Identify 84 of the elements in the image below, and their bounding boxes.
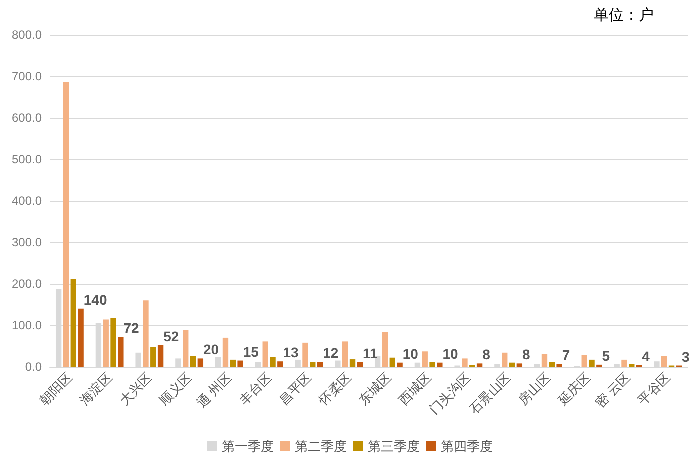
bar [462, 358, 468, 367]
bar [270, 357, 276, 367]
data-label: 72 [124, 320, 140, 336]
y-tick-label: 800.0 [12, 28, 42, 42]
data-label: 52 [164, 328, 180, 344]
y-tick-label: 200.0 [12, 277, 42, 291]
bar [622, 360, 628, 367]
bar [589, 360, 595, 367]
data-label: 5 [602, 348, 610, 364]
y-tick-label: 100.0 [12, 318, 42, 332]
bar [143, 300, 149, 367]
x-tick-label: 怀柔区 [315, 370, 354, 409]
bar [183, 330, 189, 367]
legend-label: 第三季度 [368, 439, 420, 454]
bar [70, 279, 76, 367]
x-tick-label: 昌平区 [276, 370, 314, 408]
x-tick-label: 房山区 [516, 370, 554, 408]
bar [662, 356, 668, 367]
bar [556, 364, 562, 367]
y-tick-label: 700.0 [12, 70, 42, 84]
x-tick-label: 顺义区 [156, 370, 195, 408]
data-label: 11 [363, 345, 378, 362]
x-tick-label: 延庆区 [554, 370, 594, 409]
bar [476, 364, 483, 367]
bar [118, 337, 124, 367]
bar [103, 320, 109, 367]
bar [357, 362, 364, 367]
data-label: 20 [204, 342, 220, 358]
bar [310, 362, 316, 367]
legend-label: 第四季度 [441, 439, 493, 454]
data-label: 8 [522, 346, 531, 363]
data-label: 4 [642, 348, 650, 364]
text: 单位：户 [594, 7, 654, 24]
bar [222, 338, 229, 367]
bar [63, 82, 70, 367]
y-tick-label: 600.0 [12, 111, 42, 125]
data-label: 8 [482, 346, 491, 363]
data-label: 7 [562, 347, 570, 364]
y-tick-label: 400.0 [12, 194, 42, 208]
bar [629, 364, 635, 367]
bar [382, 332, 388, 367]
bar [317, 362, 324, 367]
bar [502, 352, 508, 367]
legend-label: 第一季度 [222, 439, 274, 454]
bar [78, 308, 84, 367]
bar [350, 360, 356, 367]
y-tick-label: 500.0 [12, 152, 42, 166]
data-label: 3 [682, 348, 690, 365]
bar [516, 364, 523, 367]
bar [302, 342, 308, 367]
data-label: 140 [84, 292, 108, 308]
bar [582, 355, 588, 367]
bar [150, 347, 156, 367]
bar [230, 360, 236, 367]
x-tick-label: 大兴区 [116, 370, 155, 408]
x-tick-label: 东城区 [356, 370, 394, 408]
data-label: 10 [402, 346, 419, 362]
bar [190, 356, 196, 367]
bar [198, 358, 204, 367]
bar [437, 362, 443, 367]
data-label: 10 [442, 346, 459, 362]
bar [342, 342, 348, 367]
bar [549, 362, 555, 367]
bar [390, 358, 396, 367]
x-tick-label: 密 云区 [592, 370, 634, 410]
bar [422, 352, 428, 367]
x-tick-label: 海淀区 [76, 370, 116, 408]
bar [397, 362, 403, 367]
x-tick-label: 平谷区 [635, 370, 674, 408]
bar [542, 354, 548, 367]
x-tick-label: 通 州区 [194, 370, 235, 410]
data-label: 12 [323, 345, 339, 362]
data-label: 15 [243, 344, 260, 360]
legend-label: 第二季度 [295, 439, 347, 454]
y-tick-label: 300.0 [12, 236, 42, 250]
bar [278, 362, 284, 367]
bar [509, 362, 516, 367]
bar [110, 318, 116, 367]
bar [430, 362, 436, 367]
data-label: 13 [283, 344, 300, 361]
bar [238, 360, 244, 367]
bar [262, 342, 268, 367]
bar [158, 345, 164, 367]
x-tick-label: 丰台区 [236, 370, 275, 408]
